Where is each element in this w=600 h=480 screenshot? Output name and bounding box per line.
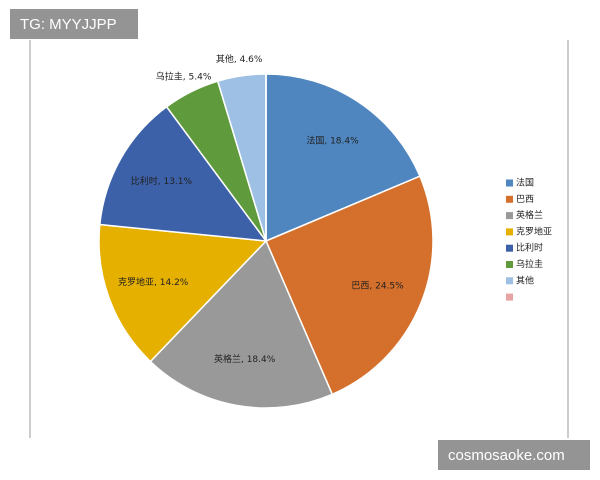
legend-marker <box>506 277 513 285</box>
watermark-box <box>10 9 138 39</box>
legend-marker <box>506 261 513 268</box>
pie-slice <box>98 223 268 363</box>
pie-slice <box>98 105 268 242</box>
watermark: TG: MYYJJPP <box>20 16 117 33</box>
data-label: 乌拉圭, 5.4% <box>156 70 212 82</box>
data-label: 克罗地亚, 14.2% <box>118 276 189 288</box>
legend-marker <box>506 212 513 220</box>
legend-marker <box>506 179 513 187</box>
watermark-box <box>438 440 590 470</box>
data-label: 比利时, 13.1% <box>131 175 193 187</box>
legend-label: 比利时 <box>516 242 543 254</box>
legend-label: 克罗地亚 <box>516 225 552 237</box>
legend-marker <box>506 244 513 252</box>
pie: 法国, 18.4% 巴西, 24.5% 英格兰, 18.4% 克罗地亚, 14.2% 比… <box>98 53 434 409</box>
legend-label: 巴西 <box>516 194 534 205</box>
data-label: 法国, 18.4% <box>306 134 359 146</box>
pie-slice <box>265 73 421 243</box>
pie-slice <box>149 239 334 409</box>
legend-label: 英格兰 <box>516 209 543 221</box>
watermark: cosmosaoke.com <box>448 447 565 464</box>
legend-label: 乌拉圭 <box>516 258 543 270</box>
legend-marker <box>506 293 513 301</box>
pie-slice <box>265 175 434 396</box>
legend-label: 法国 <box>516 177 534 189</box>
data-label: 英格兰, 18.4% <box>214 353 276 365</box>
legend-marker <box>506 228 513 236</box>
legend-marker <box>506 195 513 203</box>
data-label: 其他, 4.6% <box>216 53 263 65</box>
data-label: 巴西, 24.5% <box>351 280 404 291</box>
legend-label: 其他 <box>516 274 534 286</box>
